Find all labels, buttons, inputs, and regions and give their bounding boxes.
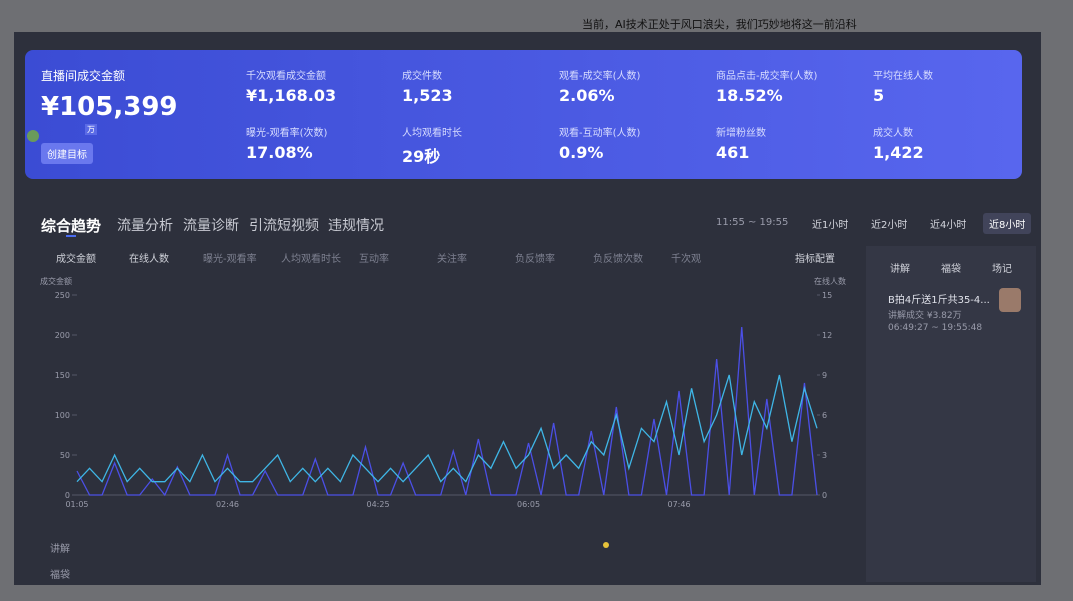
metric-label: 观看-互动率(人数) bbox=[559, 128, 641, 139]
side-tab[interactable]: 场记 bbox=[992, 264, 1012, 275]
metric-label: 千次观看成交金额 bbox=[246, 71, 326, 82]
side-tab[interactable]: 讲解 bbox=[890, 264, 910, 275]
summary-card bbox=[25, 50, 1022, 179]
metric-value: 461 bbox=[716, 143, 750, 162]
range-button[interactable]: 近8小时 bbox=[983, 213, 1032, 234]
event-dot bbox=[603, 542, 609, 548]
side-tab[interactable]: 福袋 bbox=[941, 264, 961, 275]
x-tick-label: 04:25 bbox=[366, 500, 389, 509]
y2-tick-label: 6 bbox=[822, 411, 827, 420]
range-button[interactable]: 近2小时 bbox=[871, 220, 908, 231]
metric-chip[interactable]: 千次观 bbox=[671, 254, 701, 265]
metric-label: 新增粉丝数 bbox=[716, 128, 766, 139]
metric-value: 1,523 bbox=[402, 86, 453, 105]
y-axis-title: 成交金额 bbox=[40, 276, 72, 286]
legend-chip[interactable]: 成交金额 bbox=[56, 254, 96, 265]
y-tick-label: 150 bbox=[55, 371, 70, 380]
tab-underline bbox=[66, 235, 76, 237]
tab[interactable]: 引流短视频 bbox=[249, 218, 319, 234]
series-line bbox=[76, 326, 818, 497]
row-label: 福袋 bbox=[50, 570, 70, 581]
x-tick-label: 06:05 bbox=[517, 500, 540, 509]
legend-chip[interactable]: 在线人数 bbox=[129, 254, 169, 265]
item-thumbnail bbox=[999, 288, 1021, 312]
y-tick-label: 0 bbox=[65, 491, 70, 500]
cursor bbox=[27, 130, 39, 142]
x-tick-label: 01:05 bbox=[65, 500, 88, 509]
metric-value: 0.9% bbox=[559, 143, 604, 162]
metric-label: 成交人数 bbox=[873, 128, 913, 139]
range-button[interactable]: 近1小时 bbox=[812, 220, 849, 231]
y2-tick-label: 0 bbox=[822, 491, 827, 500]
metric-chip[interactable]: 曝光-观看率 bbox=[203, 254, 257, 265]
y2-tick-label: 15 bbox=[822, 291, 832, 300]
x-tick-label: 07:46 bbox=[668, 500, 691, 509]
metric-chip[interactable]: 互动率 bbox=[359, 254, 389, 265]
metric-label: 成交件数 bbox=[402, 71, 442, 82]
metric-label: 观看-成交率(人数) bbox=[559, 71, 641, 82]
card-amount: ¥105,399 bbox=[41, 92, 178, 122]
y2-tick-label: 12 bbox=[822, 331, 832, 340]
y-tick-label: 250 bbox=[55, 291, 70, 300]
metric-label: 平均在线人数 bbox=[873, 71, 933, 82]
y2-tick-label: 3 bbox=[822, 451, 827, 460]
range-button[interactable]: 近4小时 bbox=[930, 220, 967, 231]
metric-chip[interactable]: 关注率 bbox=[437, 254, 467, 265]
metric-label: 人均观看时长 bbox=[402, 128, 462, 139]
metric-value: 1,422 bbox=[873, 143, 924, 162]
item-time: 06:49:27 ~ 19:55:48 bbox=[888, 323, 983, 333]
tab[interactable]: 流量分析 bbox=[117, 218, 173, 234]
create-goal-button[interactable]: 创建目标 bbox=[41, 143, 93, 164]
y-tick-label: 50 bbox=[60, 451, 70, 460]
caption: 当前，AI技术正处于风口浪尖，我们巧妙地将这一前沿科 bbox=[582, 18, 857, 31]
metric-chip[interactable]: 负反馈率 bbox=[515, 254, 555, 265]
card-title: 直播间成交金额 bbox=[41, 69, 126, 83]
y-tick-label: 200 bbox=[55, 331, 70, 340]
y2-axis-title: 在线人数 bbox=[814, 276, 846, 286]
item-sales: 讲解成交 ¥3.82万 bbox=[888, 311, 962, 321]
card-unit: 万 bbox=[85, 124, 97, 135]
metric-value: ¥1,168.03 bbox=[246, 86, 337, 105]
metric-chip[interactable]: 负反馈次数 bbox=[593, 254, 643, 265]
item-title[interactable]: B拍4斤送1斤共35-4... bbox=[888, 295, 990, 306]
time-range: 11:55 ~ 19:55 bbox=[716, 217, 789, 228]
metric-value: 18.52% bbox=[716, 86, 783, 105]
metric-value: 2.06% bbox=[559, 86, 615, 105]
y-tick-label: 100 bbox=[55, 411, 70, 420]
tab[interactable]: 流量诊断 bbox=[183, 218, 239, 234]
metric-value: 5 bbox=[873, 86, 885, 105]
series-line bbox=[76, 374, 818, 483]
tab[interactable]: 违规情况 bbox=[328, 218, 384, 234]
metric-chip[interactable]: 人均观看时长 bbox=[281, 254, 341, 265]
x-tick-label: 02:46 bbox=[216, 500, 239, 509]
config-button[interactable]: 指标配置 bbox=[795, 254, 835, 265]
metric-label: 商品点击-成交率(人数) bbox=[716, 71, 818, 82]
metric-value: 17.08% bbox=[246, 143, 313, 162]
row-label: 讲解 bbox=[50, 544, 70, 555]
metric-value: 29秒 bbox=[402, 147, 441, 166]
y2-tick-label: 9 bbox=[822, 371, 827, 380]
metric-label: 曝光-观看率(次数) bbox=[246, 128, 328, 139]
tab[interactable]: 综合趋势 bbox=[41, 217, 102, 235]
